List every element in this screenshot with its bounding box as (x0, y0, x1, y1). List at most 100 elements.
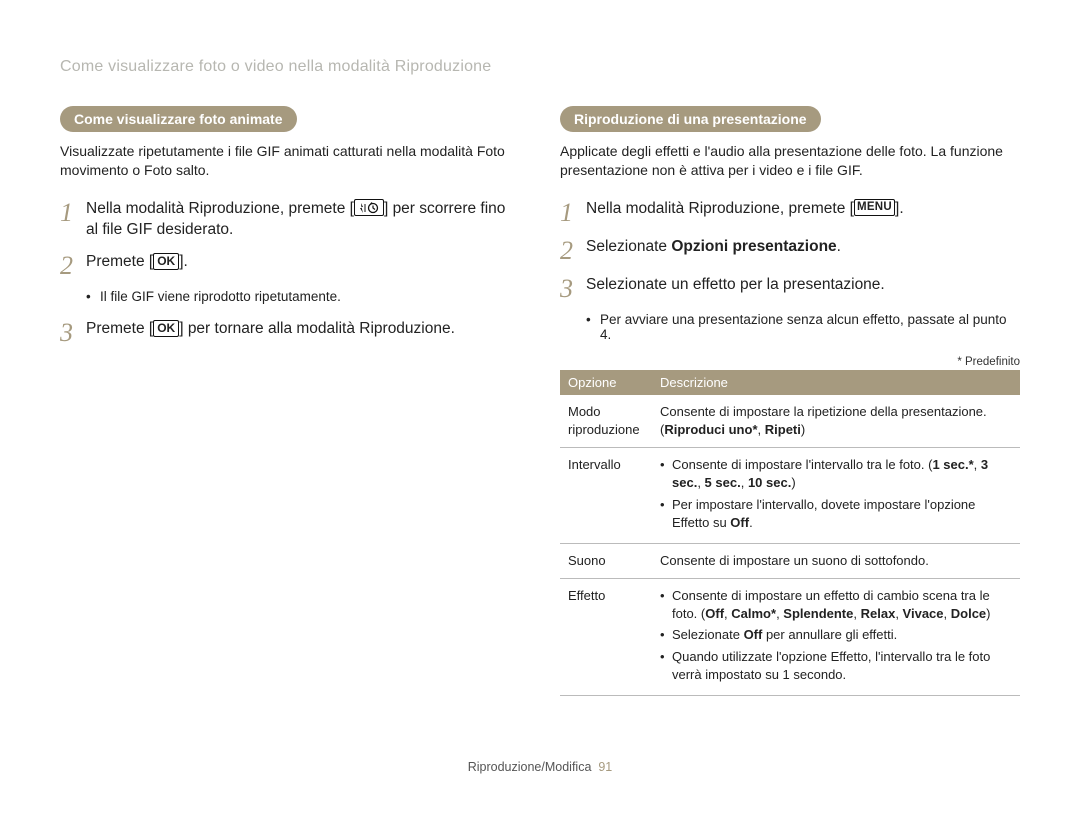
section-heading-right: Riproduzione di una presentazione (560, 106, 821, 132)
menu-icon: MENU (854, 199, 895, 216)
two-column-layout: Come visualizzare foto animate Visualizz… (60, 106, 1020, 696)
bullet-icon: • (660, 587, 672, 623)
list-item: • Consente di impostare l'intervallo tra… (660, 456, 1012, 492)
flash-timer-icon (354, 199, 384, 216)
text: Selezionate (586, 238, 671, 255)
ok-icon: OK (153, 320, 179, 337)
bullet-icon: • (586, 312, 600, 342)
left-step-2-bullet: • Il file GIF viene riprodotto ripetutam… (86, 289, 520, 304)
bullet-icon: • (86, 289, 100, 304)
list-item: • Consente di impostare un effetto di ca… (660, 587, 1012, 623)
table-row: Suono Consente di impostare un suono di … (560, 543, 1020, 578)
table-cell-desc: Consente di impostare un suono di sottof… (652, 543, 1020, 578)
text: Premete [ (86, 320, 153, 337)
options-table: Opzione Descrizione Modo riproduzione Co… (560, 370, 1020, 696)
text: , (741, 475, 748, 490)
page-number: 91 (598, 760, 612, 774)
text-bold: Opzioni presentazione (671, 238, 836, 255)
right-step-3: 3 Selezionate un effetto per la presenta… (560, 274, 1020, 302)
section-heading-left: Come visualizzare foto animate (60, 106, 297, 132)
text: ) (801, 422, 805, 437)
table-cell-opt: Suono (560, 543, 652, 578)
step-number: 2 (560, 236, 586, 264)
page-title: Come visualizzare foto o video nella mod… (60, 58, 1020, 76)
text-bold: Splendente (783, 606, 853, 621)
text: , (853, 606, 860, 621)
table-row: Effetto • Consente di impostare un effet… (560, 579, 1020, 696)
step-number: 1 (60, 198, 86, 226)
text: Per impostare l'intervallo, dovete impos… (672, 497, 975, 530)
bullet-text: Per avviare una presentazione senza alcu… (600, 312, 1020, 342)
text: ) (986, 606, 990, 621)
text-bold: 1 sec.* (932, 457, 973, 472)
footnote-predefinito: * Predefinito (560, 356, 1020, 368)
text: Consente di impostare l'intervallo tra l… (672, 457, 932, 472)
text: , (974, 457, 981, 472)
table-cell-desc: Consente di impostare la ripetizione del… (652, 395, 1020, 448)
text: Selezionate (672, 627, 744, 642)
text-bold: Off (744, 627, 763, 642)
text: ]. (895, 200, 904, 217)
step-number: 1 (560, 198, 586, 226)
bullet-icon: • (660, 496, 672, 532)
footer-section: Riproduzione/Modifica (468, 760, 592, 774)
text: . (837, 238, 841, 255)
li-body: Selezionate Off per annullare gli effett… (672, 626, 897, 644)
step-body: Premete [OK] per tornare alla modalità R… (86, 318, 455, 340)
text-bold: Dolce (951, 606, 986, 621)
right-column: Riproduzione di una presentazione Applic… (560, 106, 1020, 696)
text-bold: Relax (861, 606, 896, 621)
text-bold: 10 sec. (748, 475, 791, 490)
list-item: • Quando utilizzate l'opzione Effetto, l… (660, 648, 1012, 684)
left-step-1: 1 Nella modalità Riproduzione, premete [… (60, 198, 520, 241)
text: , (944, 606, 951, 621)
right-step-3-bullet: • Per avviare una presentazione senza al… (586, 312, 1020, 342)
text-bold: Off (730, 515, 749, 530)
page-footer: Riproduzione/Modifica 91 (60, 760, 1020, 774)
bullet-icon: • (660, 626, 672, 644)
table-cell-opt: Modo riproduzione (560, 395, 652, 448)
step-number: 3 (60, 318, 86, 346)
table-cell-opt: Effetto (560, 579, 652, 696)
table-row: Modo riproduzione Consente di impostare … (560, 395, 1020, 448)
right-intro: Applicate degli effetti e l'audio alla p… (560, 142, 1020, 180)
list-item: • Per impostare l'intervallo, dovete imp… (660, 496, 1012, 532)
step-number: 3 (560, 274, 586, 302)
right-step-2: 2 Selezionate Opzioni presentazione. (560, 236, 1020, 264)
text: , (697, 475, 704, 490)
text-bold: Riproduci uno* (664, 422, 757, 437)
right-step-1: 1 Nella modalità Riproduzione, premete [… (560, 198, 1020, 226)
text-bold: Off (705, 606, 724, 621)
step-body: Premete [OK]. (86, 251, 188, 273)
text: . (749, 515, 753, 530)
table-header-opzione: Opzione (560, 370, 652, 395)
step-number: 2 (60, 251, 86, 279)
text: ] per tornare alla modalità Riproduzione… (179, 320, 455, 337)
text: per annullare gli effetti. (762, 627, 897, 642)
text-bold: Vivace (903, 606, 944, 621)
step-body: Nella modalità Riproduzione, premete [ME… (586, 198, 904, 220)
li-body: Consente di impostare l'intervallo tra l… (672, 456, 1012, 492)
li-body: Quando utilizzate l'opzione Effetto, l'i… (672, 648, 1012, 684)
left-step-3: 3 Premete [OK] per tornare alla modalità… (60, 318, 520, 346)
bullet-text: Il file GIF viene riprodotto ripetutamen… (100, 289, 341, 304)
text: Premete [ (86, 253, 153, 270)
li-body: Per impostare l'intervallo, dovete impos… (672, 496, 1012, 532)
left-intro: Visualizzate ripetutamente i file GIF an… (60, 142, 520, 180)
text: Nella modalità Riproduzione, premete [ (586, 200, 854, 217)
step-body: Selezionate Opzioni presentazione. (586, 236, 841, 258)
bullet-icon: • (660, 648, 672, 684)
table-row: Intervallo • Consente di impostare l'int… (560, 448, 1020, 544)
table-header-row: Opzione Descrizione (560, 370, 1020, 395)
text: , (895, 606, 902, 621)
page: Come visualizzare foto o video nella mod… (0, 0, 1080, 804)
text-bold: Calmo* (731, 606, 776, 621)
table-cell-desc: • Consente di impostare l'intervallo tra… (652, 448, 1020, 544)
left-column: Come visualizzare foto animate Visualizz… (60, 106, 520, 696)
text: ]. (179, 253, 188, 270)
step-body: Selezionate un effetto per la presentazi… (586, 274, 885, 296)
table-cell-opt: Intervallo (560, 448, 652, 544)
table-header-descrizione: Descrizione (652, 370, 1020, 395)
step-body: Nella modalità Riproduzione, premete [] … (86, 198, 520, 241)
li-body: Consente di impostare un effetto di camb… (672, 587, 1012, 623)
